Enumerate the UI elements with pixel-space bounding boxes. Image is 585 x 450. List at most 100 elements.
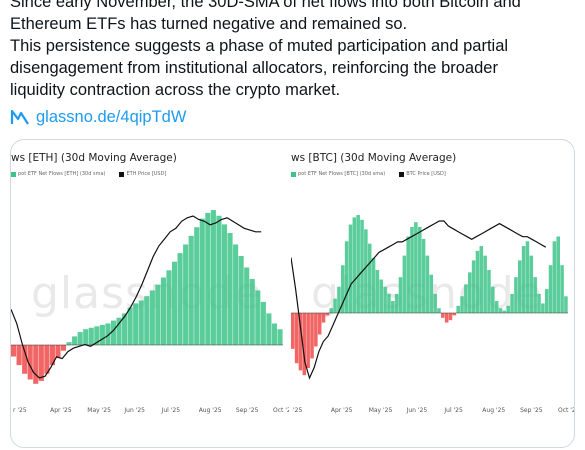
flow-bar: [521, 246, 526, 313]
btc-chart-panel: ws [BTC] (30d Moving Average) pot ETF Ne…: [291, 140, 574, 447]
flow-bar: [364, 229, 368, 313]
flow-bar: [277, 329, 283, 345]
flow-bar: [227, 232, 233, 345]
flow-bar: [448, 313, 453, 321]
flow-bar: [105, 323, 111, 345]
legend-item: ETH Price [USD]: [126, 171, 167, 177]
flow-bar: [414, 222, 418, 313]
flow-bar: [410, 226, 414, 313]
x-tick-label: Aug '25: [199, 407, 222, 414]
flow-bar: [398, 277, 403, 313]
flow-bar: [144, 296, 150, 345]
flow-bar: [394, 293, 399, 313]
flow-bar: [498, 308, 503, 313]
flow-bar: [452, 313, 457, 316]
price-line: [11, 215, 262, 379]
flow-bar: [391, 301, 395, 313]
flow-bar: [329, 308, 334, 313]
flow-bar: [552, 241, 557, 313]
tweet-line: liquidity contraction across the crypto …: [10, 81, 341, 99]
flow-bar: [325, 313, 330, 316]
flow-bar: [475, 250, 480, 313]
flow-bar: [177, 253, 183, 345]
legend-item: pot ETF Net Flows [ETH] (30d sma): [18, 171, 106, 177]
flow-bar: [298, 313, 303, 371]
flow-bar: [483, 255, 487, 313]
flow-bar: [72, 336, 78, 345]
flow-bar: [291, 313, 295, 349]
flow-bar: [514, 277, 518, 313]
flow-bar: [548, 265, 553, 313]
flow-bar: [110, 320, 117, 345]
flow-bar: [55, 345, 61, 358]
flow-bar: [544, 289, 549, 313]
flow-bar: [314, 313, 318, 347]
eth-flow-chart: r '25 Apr '25 May '25 Jun '25 Jul '25 Aug '25…: [11, 210, 289, 414]
flow-bar: [271, 323, 278, 345]
tweet-media-card[interactable]: ws [ETH] (30d Moving Average) pot ETF Ne…: [10, 139, 575, 448]
x-tick-label: '25: [293, 407, 302, 414]
flow-bar: [44, 345, 50, 374]
flow-bar: [367, 243, 372, 313]
flow-bar: [216, 215, 222, 345]
flow-bar: [417, 226, 422, 313]
flow-bar: [348, 224, 353, 313]
flow-bar: [560, 265, 564, 313]
flow-bar: [541, 303, 545, 313]
flow-bar: [310, 313, 314, 359]
x-tick-label: Sep '25: [520, 407, 543, 414]
flow-bar: [375, 269, 380, 313]
tweet-link[interactable]: glassno.de/4qipTdW: [36, 107, 187, 126]
flow-bar: [433, 293, 437, 313]
x-tick-label: r '25: [13, 407, 27, 414]
tweet-line: Since early November, the 30D-SMA of net…: [10, 0, 521, 11]
flow-bar: [221, 224, 228, 345]
flow-bar: [352, 217, 357, 313]
flow-bar: [371, 258, 376, 313]
x-tick-label: Sep '25: [236, 407, 259, 414]
flow-bar: [383, 286, 387, 313]
flow-bar: [22, 345, 28, 374]
flow-bar: [11, 345, 17, 357]
flow-bar: [306, 313, 310, 368]
chart-legend: pot ETF Net Flows [BTC] (30d sma) BTC Pr…: [291, 171, 446, 177]
flow-bar: [244, 267, 250, 345]
flow-bar: [360, 219, 364, 313]
flow-bar: [160, 277, 166, 345]
flow-bar: [122, 313, 128, 345]
flow-bar: [387, 293, 391, 313]
tweet-line: This persistence suggests a phase of mut…: [10, 37, 509, 55]
flow-bar: [525, 241, 530, 313]
flow-bar: [564, 296, 568, 313]
flow-bar: [166, 270, 172, 345]
flow-bar: [421, 238, 426, 313]
flow-bar: [437, 308, 441, 313]
flow-bar: [33, 345, 39, 384]
flow-bar: [249, 278, 255, 345]
flow-bar: [510, 293, 514, 313]
flow-bar: [344, 241, 349, 313]
flow-bar: [337, 286, 341, 313]
flow-bar: [333, 298, 337, 313]
flow-bar: [238, 255, 244, 345]
eth-chart-panel: ws [ETH] (30d Moving Average) pot ETF Ne…: [11, 140, 289, 447]
flow-bar: [199, 218, 205, 345]
flow-bar: [321, 313, 326, 323]
flow-bar: [464, 284, 468, 313]
tweet-link-row[interactable]: glassno.de/4qipTdW: [10, 106, 186, 128]
flow-bar: [171, 261, 178, 345]
flow-bar: [471, 260, 476, 313]
flow-bar: [379, 279, 384, 313]
x-tick-label: Oct '25: [558, 407, 574, 414]
legend-item: pot ETF Net Flows [BTC] (30d sma): [298, 171, 386, 177]
x-tick-label: May '25: [87, 407, 111, 414]
flow-bar: [77, 332, 83, 345]
flow-bar: [533, 277, 537, 313]
chart-title: ws [ETH] (30d Moving Average): [11, 152, 177, 164]
flow-bar: [479, 246, 484, 313]
flow-bar: [188, 235, 194, 345]
x-tick-label: Jul '25: [443, 407, 463, 414]
x-tick-label: May '25: [369, 407, 393, 414]
tweet-text: Since early November, the 30D-SMA of net…: [10, 0, 580, 101]
flow-bar: [99, 324, 105, 345]
